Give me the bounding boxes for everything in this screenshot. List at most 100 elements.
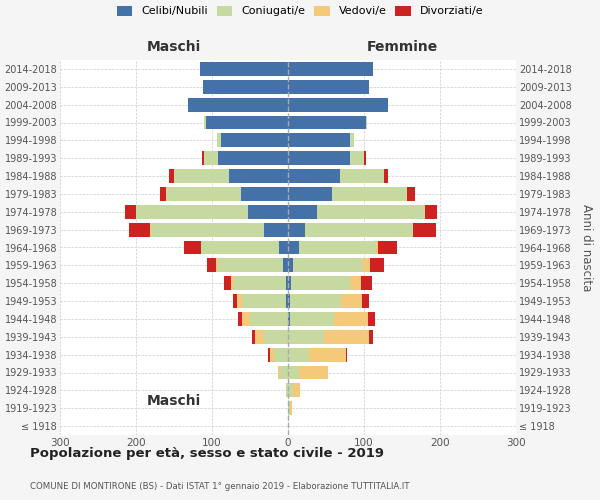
- Bar: [263, 330, 288, 344]
- Bar: [350, 151, 364, 165]
- Bar: [363, 258, 370, 272]
- Bar: [288, 294, 290, 308]
- Bar: [234, 276, 286, 290]
- Bar: [291, 276, 350, 290]
- Bar: [290, 312, 334, 326]
- Bar: [254, 330, 263, 344]
- Bar: [160, 187, 166, 201]
- Bar: [299, 366, 328, 380]
- Bar: [288, 116, 365, 130]
- Y-axis label: Anni di nascita: Anni di nascita: [580, 204, 593, 291]
- Bar: [241, 187, 288, 201]
- Bar: [341, 294, 362, 308]
- Bar: [278, 366, 280, 380]
- Bar: [218, 258, 283, 272]
- Bar: [252, 330, 254, 344]
- Bar: [288, 240, 299, 254]
- Legend: Celibi/Nubili, Coniugati/e, Vedovi/e, Divorziati/e: Celibi/Nubili, Coniugati/e, Vedovi/e, Di…: [117, 6, 483, 16]
- Bar: [288, 366, 299, 380]
- Text: Maschi: Maschi: [147, 394, 201, 408]
- Bar: [217, 134, 221, 147]
- Bar: [413, 222, 436, 236]
- Bar: [231, 276, 234, 290]
- Bar: [288, 151, 350, 165]
- Bar: [299, 240, 376, 254]
- Bar: [376, 240, 379, 254]
- Bar: [283, 258, 288, 272]
- Bar: [288, 330, 325, 344]
- Bar: [288, 222, 305, 236]
- Bar: [279, 240, 288, 254]
- Text: Maschi: Maschi: [147, 40, 201, 54]
- Bar: [288, 258, 293, 272]
- Bar: [288, 205, 317, 219]
- Bar: [184, 240, 200, 254]
- Bar: [200, 240, 202, 254]
- Bar: [309, 348, 346, 362]
- Bar: [290, 401, 292, 415]
- Bar: [361, 276, 371, 290]
- Bar: [368, 330, 373, 344]
- Bar: [332, 187, 407, 201]
- Bar: [288, 187, 332, 201]
- Bar: [206, 116, 288, 130]
- Bar: [370, 258, 384, 272]
- Bar: [286, 384, 288, 398]
- Bar: [288, 384, 293, 398]
- Bar: [288, 169, 340, 183]
- Bar: [221, 134, 288, 147]
- Bar: [290, 294, 341, 308]
- Bar: [274, 348, 288, 362]
- Bar: [293, 384, 300, 398]
- Bar: [288, 62, 373, 76]
- Bar: [305, 222, 413, 236]
- Bar: [174, 169, 229, 183]
- Bar: [250, 312, 288, 326]
- Bar: [350, 276, 361, 290]
- Text: COMUNE DI MONTIRONE (BS) - Dati ISTAT 1° gennaio 2019 - Elaborazione TUTTITALIA.: COMUNE DI MONTIRONE (BS) - Dati ISTAT 1°…: [30, 482, 409, 491]
- Bar: [129, 222, 151, 236]
- Bar: [288, 312, 290, 326]
- Bar: [425, 205, 437, 219]
- Bar: [350, 134, 354, 147]
- Bar: [188, 98, 288, 112]
- Bar: [365, 116, 367, 130]
- Bar: [288, 276, 291, 290]
- Bar: [268, 348, 270, 362]
- Bar: [340, 169, 384, 183]
- Bar: [364, 151, 366, 165]
- Bar: [237, 294, 242, 308]
- Bar: [151, 222, 263, 236]
- Bar: [205, 116, 206, 130]
- Bar: [293, 258, 363, 272]
- Bar: [346, 348, 347, 362]
- Bar: [384, 169, 388, 183]
- Bar: [286, 276, 288, 290]
- Bar: [202, 151, 205, 165]
- Bar: [325, 330, 368, 344]
- Bar: [263, 222, 288, 236]
- Bar: [136, 205, 248, 219]
- Bar: [334, 312, 368, 326]
- Bar: [125, 205, 136, 219]
- Bar: [200, 62, 288, 76]
- Bar: [203, 80, 288, 94]
- Bar: [242, 312, 250, 326]
- Bar: [288, 134, 350, 147]
- Bar: [242, 294, 286, 308]
- Text: Popolazione per età, sesso e stato civile - 2019: Popolazione per età, sesso e stato civil…: [30, 448, 384, 460]
- Bar: [166, 187, 241, 201]
- Bar: [288, 80, 368, 94]
- Bar: [238, 312, 242, 326]
- Bar: [286, 294, 288, 308]
- Bar: [407, 187, 415, 201]
- Bar: [218, 151, 288, 165]
- Bar: [233, 294, 237, 308]
- Bar: [368, 312, 374, 326]
- Bar: [248, 205, 288, 219]
- Bar: [202, 240, 279, 254]
- Bar: [229, 169, 288, 183]
- Bar: [288, 401, 290, 415]
- Bar: [280, 366, 288, 380]
- Bar: [169, 169, 174, 183]
